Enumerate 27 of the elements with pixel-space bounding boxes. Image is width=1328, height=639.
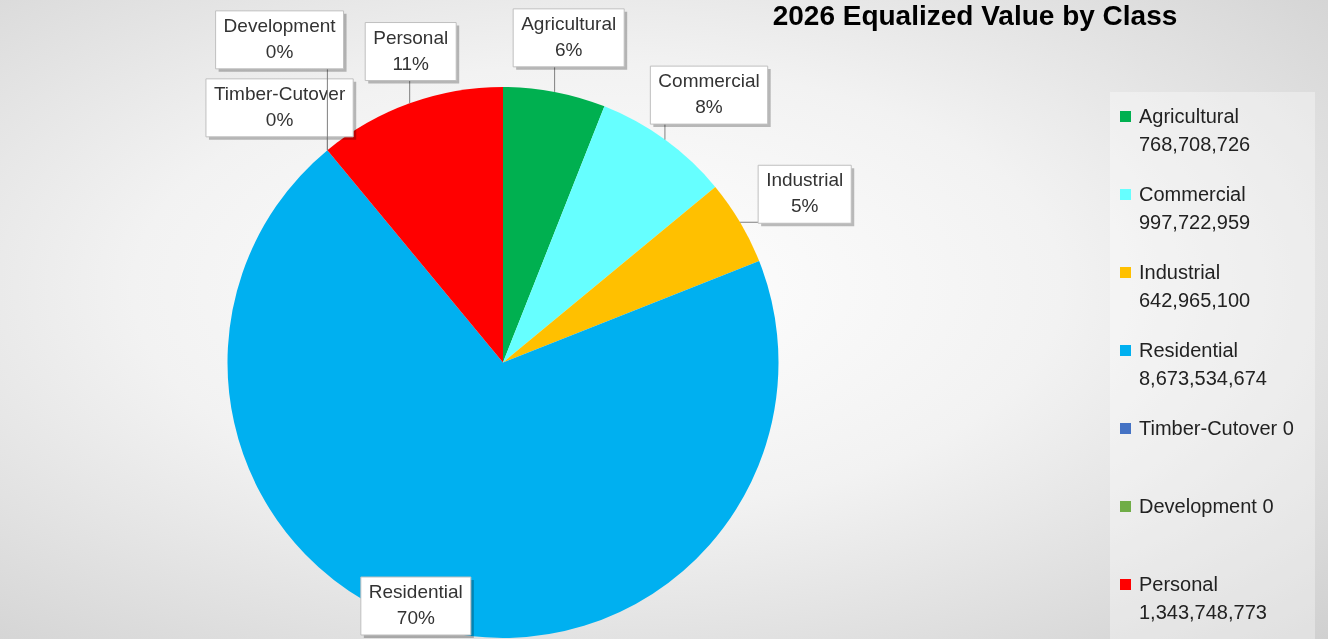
legend-label: Agricultural (1139, 105, 1240, 127)
data-label: 11% (392, 52, 430, 74)
legend-label: Industrial (1139, 261, 1221, 283)
legend-label: Commercial (1139, 183, 1246, 205)
text: 0% (265, 41, 294, 63)
text: 642,965,100 (1139, 289, 1251, 311)
category-label: Development 0 (1139, 495, 1274, 517)
text: 8,673,534,674 (1139, 367, 1267, 389)
data-label: 5% (790, 195, 819, 217)
data-label: 8% (695, 96, 723, 118)
text: 768,708,726 (1139, 133, 1251, 155)
category-label: Timber-Cutover 0 (1139, 417, 1294, 439)
slice-label: Commercial (658, 70, 760, 92)
data-label: 6% (554, 39, 583, 61)
legend-label: Residential (1139, 339, 1238, 361)
slice-label: Industrial (766, 169, 844, 191)
text: 0% (265, 109, 294, 131)
category-label: Timber-Cutover (213, 83, 346, 105)
category-label: Development (223, 15, 336, 37)
text: 1,343,748,773 (1139, 601, 1267, 623)
legend-label: Personal (1139, 573, 1218, 595)
chart-title: 2026 Equalized Value by Class (771, 0, 1179, 32)
slice-label: Agricultural (521, 13, 617, 35)
data-label: 70% (396, 607, 435, 629)
text: 997,722,959 (1139, 211, 1251, 233)
slice-label: Residential (368, 581, 463, 603)
slice-label: Personal (373, 26, 449, 48)
